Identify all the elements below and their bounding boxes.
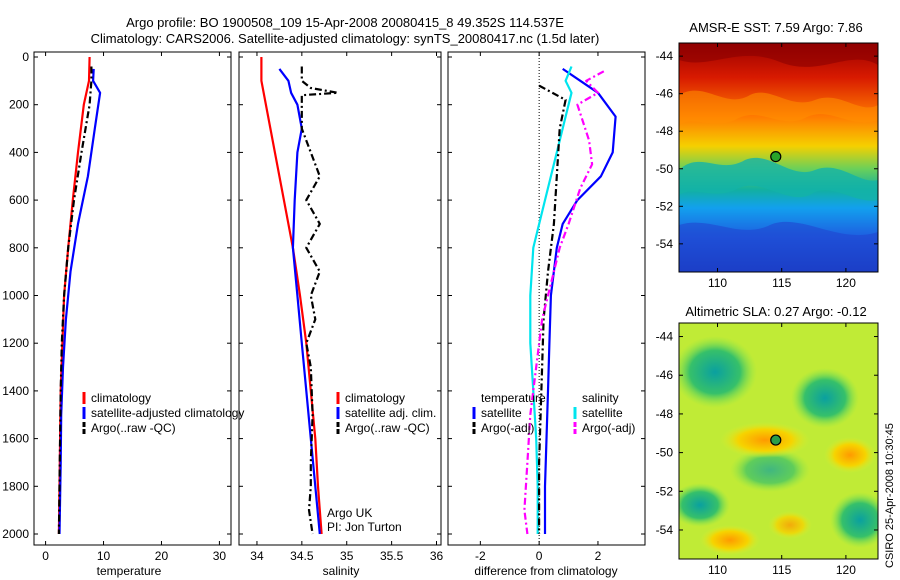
- sla-map-ticks: -44 -46 -48 -50 -52 -54 110 115 120: [656, 323, 878, 577]
- depth-tick-label: 400: [9, 145, 29, 159]
- legend-argo-raw: Argo(..raw -QC): [91, 421, 176, 435]
- sst-map-ticks: -44 -46 -48 -50 -52 -54 110 115 120: [656, 43, 878, 290]
- salinity-panel-frame: [238, 51, 442, 546]
- sla-map-title: Altimetric SLA: 0.27 Argo: -0.12: [685, 304, 866, 319]
- map-y-tick-label: -54: [656, 237, 674, 251]
- title-line-2: Climatology: CARS2006. Satellite-adjuste…: [91, 31, 600, 46]
- x-tick-label: 34.5: [290, 549, 314, 563]
- depth-tick-label: 200: [9, 98, 29, 112]
- series-black-line: [537, 84, 567, 534]
- map-x-tick-label: 120: [836, 563, 856, 577]
- map-x-tick-label: 120: [836, 276, 856, 290]
- series-blue-line: [278, 68, 321, 535]
- map-y-tick-label: -52: [656, 199, 674, 213]
- x-tick-label: 35.5: [380, 549, 404, 563]
- series-red-line: [260, 57, 323, 535]
- legend-title-salinity: salinity: [582, 391, 619, 405]
- map-y-tick-label: -46: [656, 368, 674, 382]
- sla-map-frame: [678, 322, 879, 560]
- depth-tick-label: 0: [22, 50, 29, 64]
- argo-position-markers: [770, 150, 782, 446]
- legend-temp-satellite: satellite: [481, 406, 522, 420]
- argo-position-marker: [770, 150, 782, 163]
- argo-position-marker: [770, 434, 782, 446]
- map-y-tick-label: -46: [656, 87, 674, 101]
- x-tick-label: 35: [340, 549, 354, 563]
- depth-tick-label: 2000: [2, 527, 29, 541]
- depth-tick-label: 1400: [2, 384, 29, 398]
- map-y-tick-label: -48: [656, 124, 674, 138]
- depth-tick-label: 1600: [2, 432, 29, 446]
- map-x-tick-label: 115: [772, 563, 791, 577]
- legend-satellite-adj: satellite adj. clim.: [345, 406, 436, 420]
- sst-map-title: AMSR-E SST: 7.59 Argo: 7.86: [689, 20, 862, 35]
- legend-sal-argo: Argo(-adj): [582, 421, 635, 435]
- map-y-tick-label: -44: [656, 330, 674, 344]
- series-black-line: [57, 66, 93, 535]
- profile-plots: 0 10 20 30 34 34.5 35 35.5 36 -2 0 2: [34, 52, 645, 563]
- map-y-tick-label: -54: [656, 523, 674, 537]
- legend-climatology: climatology: [345, 391, 405, 405]
- depth-tick-label: 1200: [2, 336, 29, 350]
- legend-sal-satellite: satellite: [582, 406, 623, 420]
- salinity-axis-label: salinity: [323, 564, 360, 578]
- series-black-line: [300, 66, 339, 535]
- x-tick-label: 20: [155, 549, 169, 563]
- x-tick-label: 0: [42, 549, 49, 563]
- depth-tick-label: 1800: [2, 479, 29, 493]
- sst-map-image: [679, 43, 878, 272]
- x-tick-label: 30: [213, 549, 227, 563]
- x-tick-label: 36: [430, 549, 444, 563]
- series-magenta-line: [523, 70, 605, 535]
- difference-axis-label: difference from climatology: [474, 564, 617, 578]
- legend-satellite-adjusted: satellite-adjusted climatology: [91, 406, 244, 420]
- legend-title-temperature: temperature: [481, 391, 546, 405]
- map-x-tick-label: 110: [708, 563, 727, 577]
- difference-legend: temperature satellite Argo(-adj) salinit…: [472, 391, 635, 435]
- legend-argo-raw: Argo(..raw -QC): [345, 421, 430, 435]
- x-tick-label: 0: [536, 549, 543, 563]
- legend-climatology: climatology: [91, 391, 151, 405]
- depth-tick-label: 600: [9, 193, 29, 207]
- series-blue-line: [543, 67, 617, 534]
- csiro-stamp: CSIRO 25-Apr-2008 10:30:45: [884, 423, 896, 568]
- depth-tick-labels: 0 200 400 600 800 1000 1200 1400 1600 1800 2000: [2, 50, 29, 541]
- map-y-tick-label: -50: [656, 162, 674, 176]
- map-x-tick-label: 115: [772, 276, 791, 290]
- map-x-tick-label: 110: [708, 276, 727, 290]
- legend-temp-argo: Argo(-adj): [481, 421, 534, 435]
- sla-map-image: [679, 323, 878, 559]
- temperature-axis-label: temperature: [97, 564, 162, 578]
- x-tick-label: -2: [475, 549, 486, 563]
- title-line-1: Argo profile: BO 1900508_109 15-Apr-2008…: [126, 15, 564, 30]
- map-y-tick-label: -44: [656, 49, 674, 63]
- argo-uk-annotation: Argo UK: [327, 506, 372, 520]
- series-blue-line: [58, 68, 102, 535]
- map-y-tick-label: -50: [656, 446, 674, 460]
- map-y-tick-label: -48: [656, 407, 674, 421]
- map-y-tick-label: -52: [656, 484, 674, 498]
- x-tick-label: 34: [250, 549, 264, 563]
- depth-tick-label: 800: [9, 241, 29, 255]
- temperature-legend: climatology satellite-adjusted climatolo…: [82, 391, 244, 435]
- depth-tick-label: 1000: [2, 289, 29, 303]
- x-tick-label: 10: [97, 549, 111, 563]
- x-tick-label: 2: [595, 549, 602, 563]
- pi-annotation: PI: Jon Turton: [327, 520, 402, 534]
- series-cyan-line: [529, 66, 573, 534]
- salinity-legend: climatology satellite adj. clim. Argo(..…: [336, 391, 436, 435]
- sst-map-frame: [678, 42, 879, 273]
